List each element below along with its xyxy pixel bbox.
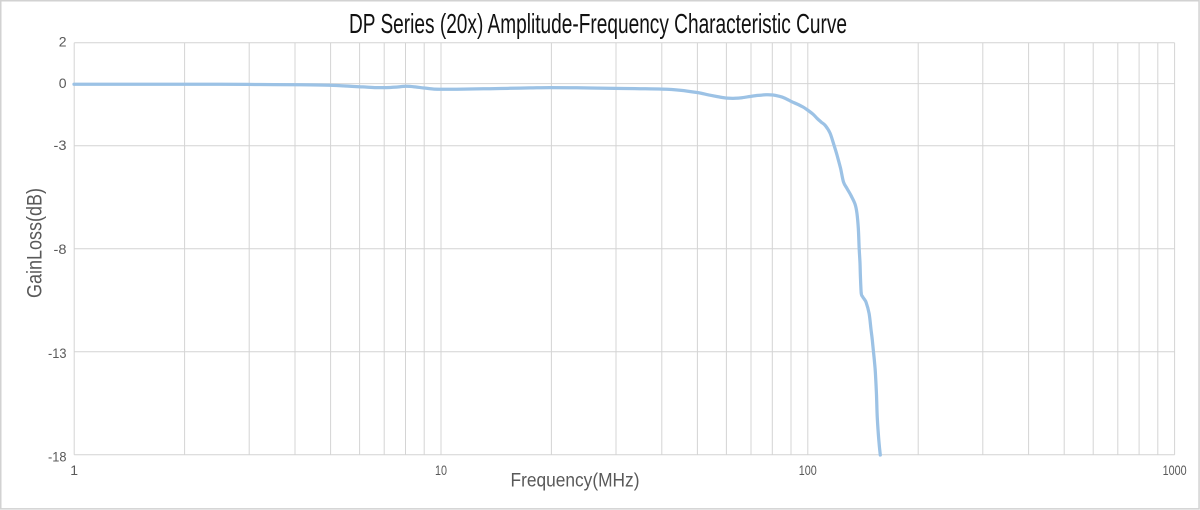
svg-text:1: 1 — [70, 462, 78, 478]
svg-text:-18: -18 — [48, 449, 67, 465]
svg-text:1000: 1000 — [1163, 462, 1187, 478]
svg-text:0: 0 — [59, 75, 67, 91]
svg-text:-13: -13 — [48, 345, 67, 361]
svg-text:-8: -8 — [54, 241, 67, 257]
svg-text:-3: -3 — [54, 137, 67, 153]
svg-text:GainLoss(dB): GainLoss(dB) — [24, 188, 47, 298]
svg-text:10: 10 — [435, 462, 447, 478]
svg-text:DP Series (20x) Amplitude-Freq: DP Series (20x) Amplitude-Frequency Char… — [349, 8, 847, 39]
svg-text:Frequency(MHz): Frequency(MHz) — [511, 471, 640, 492]
svg-text:100: 100 — [799, 462, 817, 478]
svg-text:2: 2 — [59, 34, 67, 50]
